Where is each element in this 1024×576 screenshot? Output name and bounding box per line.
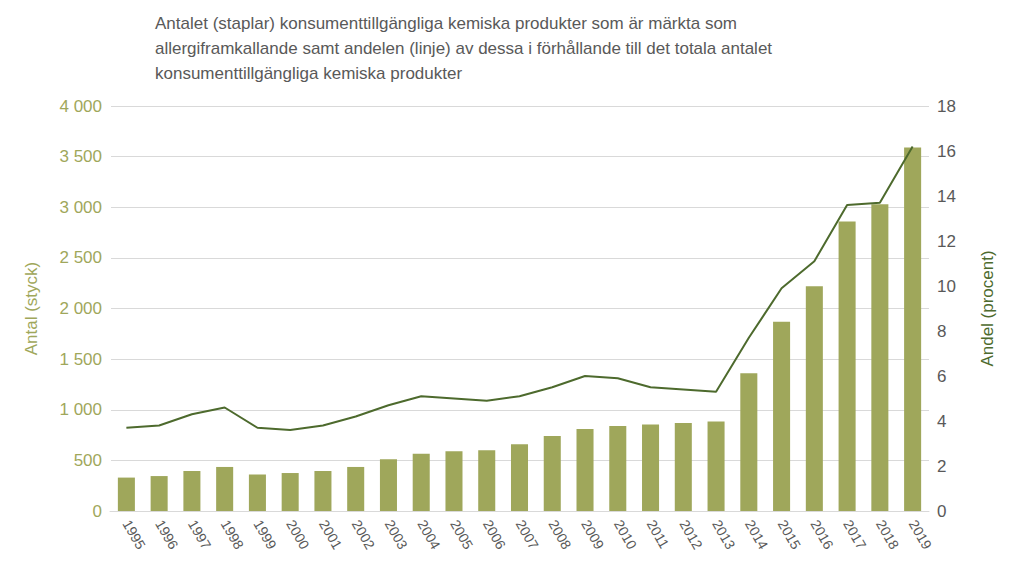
- svg-text:allergiframkallande samt andel: allergiframkallande samt andelen (linje)…: [155, 39, 777, 58]
- svg-text:2003: 2003: [382, 517, 412, 552]
- svg-text:2005: 2005: [447, 517, 477, 552]
- svg-text:1997: 1997: [185, 517, 215, 552]
- svg-text:6: 6: [937, 367, 946, 386]
- svg-text:2 500: 2 500: [59, 248, 102, 267]
- svg-text:2013: 2013: [709, 517, 739, 552]
- svg-text:500: 500: [74, 451, 102, 470]
- svg-text:0: 0: [937, 502, 946, 521]
- svg-text:2011: 2011: [644, 517, 673, 551]
- svg-text:2010: 2010: [611, 517, 641, 552]
- svg-text:0: 0: [93, 502, 102, 521]
- svg-text:14: 14: [937, 187, 956, 206]
- svg-text:2007: 2007: [513, 517, 543, 552]
- svg-text:3 500: 3 500: [59, 147, 102, 166]
- svg-text:2: 2: [937, 457, 946, 476]
- svg-text:2018: 2018: [873, 517, 903, 552]
- svg-text:16: 16: [937, 142, 956, 161]
- svg-text:1998: 1998: [218, 517, 248, 552]
- svg-text:10: 10: [937, 277, 956, 296]
- svg-text:1 000: 1 000: [59, 400, 102, 419]
- svg-text:8: 8: [937, 322, 946, 341]
- svg-text:Antal (styck): Antal (styck): [22, 262, 41, 356]
- svg-text:2019: 2019: [906, 517, 936, 552]
- svg-text:1996: 1996: [152, 517, 182, 552]
- svg-text:12: 12: [937, 232, 956, 251]
- svg-text:2014: 2014: [742, 517, 772, 552]
- svg-text:2012: 2012: [676, 517, 706, 552]
- svg-text:1995: 1995: [119, 517, 149, 552]
- svg-text:2006: 2006: [480, 517, 510, 552]
- svg-text:2002: 2002: [349, 517, 379, 552]
- svg-text:konsumenttillgängliga kemiska: konsumenttillgängliga kemiska produkter: [155, 64, 462, 83]
- svg-text:2015: 2015: [775, 517, 805, 552]
- svg-text:2001: 2001: [316, 517, 346, 552]
- svg-text:2016: 2016: [807, 517, 837, 552]
- svg-text:2 000: 2 000: [59, 299, 102, 318]
- svg-text:3 000: 3 000: [59, 198, 102, 217]
- svg-text:4 000: 4 000: [59, 97, 102, 116]
- svg-text:18: 18: [937, 97, 956, 116]
- svg-text:Antalet (staplar) konsumenttil: Antalet (staplar) konsumenttillgängliga …: [155, 14, 742, 33]
- svg-text:2017: 2017: [840, 517, 870, 552]
- svg-text:1 500: 1 500: [59, 350, 102, 369]
- svg-text:Andel (procent): Andel (procent): [978, 250, 997, 366]
- svg-text:2008: 2008: [545, 517, 575, 552]
- svg-text:2004: 2004: [414, 517, 444, 552]
- svg-text:4: 4: [937, 412, 946, 431]
- svg-text:2009: 2009: [578, 517, 608, 552]
- svg-text:2000: 2000: [283, 517, 313, 552]
- svg-text:1999: 1999: [250, 517, 280, 552]
